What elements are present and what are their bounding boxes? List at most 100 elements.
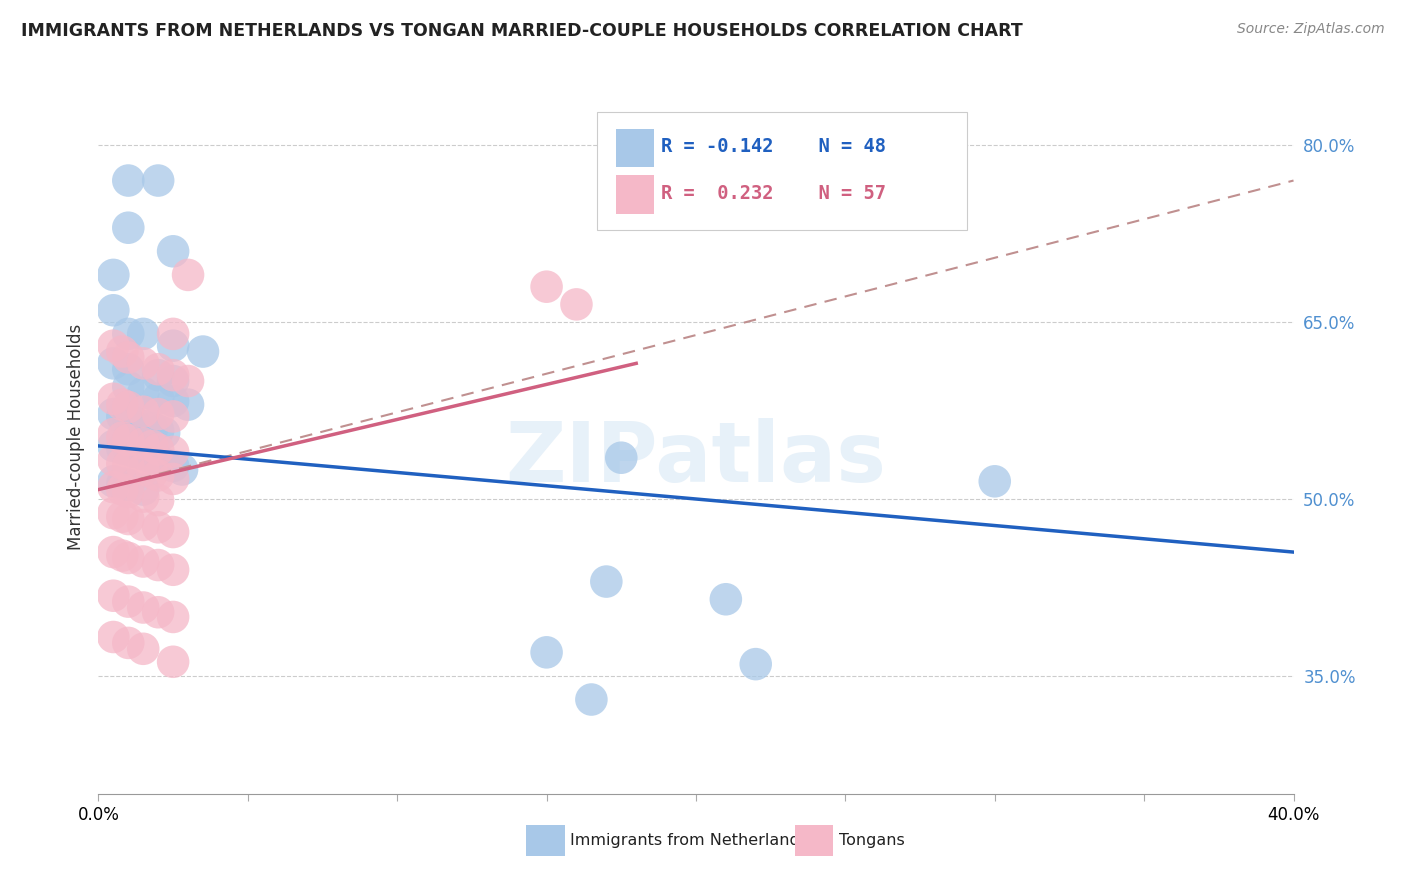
Text: R =  0.232    N = 57: R = 0.232 N = 57: [661, 184, 886, 202]
Point: [103, 630, 125, 644]
Point: [111, 476, 134, 491]
Point: [117, 636, 139, 650]
Point: [148, 453, 170, 467]
Point: [148, 368, 170, 383]
Point: [162, 244, 184, 259]
Text: R = -0.142    N = 48: R = -0.142 N = 48: [661, 137, 886, 156]
Point: [177, 398, 200, 412]
Point: [148, 605, 170, 619]
Point: [162, 368, 184, 383]
Point: [984, 475, 1007, 489]
Point: [132, 641, 155, 656]
Point: [132, 326, 155, 341]
Point: [148, 493, 170, 508]
Point: [132, 462, 155, 476]
Point: [103, 453, 125, 467]
Point: [103, 303, 125, 318]
Text: Tongans: Tongans: [839, 833, 905, 847]
Point: [132, 483, 155, 497]
Point: [148, 442, 170, 457]
Point: [141, 421, 163, 435]
Point: [162, 339, 184, 353]
Point: [162, 563, 184, 577]
Point: [132, 356, 155, 370]
Point: [103, 439, 125, 453]
Point: [103, 589, 125, 603]
Point: [103, 339, 125, 353]
Point: [117, 484, 139, 499]
Text: IMMIGRANTS FROM NETHERLANDS VS TONGAN MARRIED-COUPLE HOUSEHOLDS CORRELATION CHAR: IMMIGRANTS FROM NETHERLANDS VS TONGAN MA…: [21, 22, 1022, 40]
Point: [162, 458, 184, 473]
Point: [610, 450, 633, 465]
Point: [132, 447, 155, 461]
Point: [148, 468, 170, 483]
Point: [132, 490, 155, 504]
Point: [111, 483, 134, 497]
Point: [132, 518, 155, 533]
Point: [117, 351, 139, 365]
Point: [714, 592, 737, 607]
Point: [117, 442, 139, 457]
Point: [162, 394, 184, 409]
Point: [117, 380, 139, 394]
Point: [117, 326, 139, 341]
Point: [117, 433, 139, 447]
Point: [111, 442, 134, 456]
Point: [148, 407, 170, 421]
Point: [117, 458, 139, 473]
Point: [117, 220, 139, 235]
Point: [191, 344, 214, 359]
Point: [117, 478, 139, 492]
Point: [565, 297, 588, 311]
Point: [162, 655, 184, 669]
Point: [153, 457, 176, 471]
Point: [162, 524, 184, 539]
Text: Source: ZipAtlas.com: Source: ZipAtlas.com: [1237, 22, 1385, 37]
Point: [745, 657, 768, 672]
Point: [117, 413, 139, 427]
Point: [595, 574, 617, 589]
Point: [103, 407, 125, 421]
Point: [162, 326, 184, 341]
Point: [132, 436, 155, 450]
Point: [132, 385, 155, 400]
Point: [162, 472, 184, 486]
Point: [103, 392, 125, 406]
Point: [103, 356, 125, 370]
Point: [117, 400, 139, 414]
Point: [162, 445, 184, 459]
Point: [177, 268, 200, 282]
Point: [536, 645, 558, 659]
Point: [132, 555, 155, 569]
Point: [132, 405, 155, 419]
FancyBboxPatch shape: [616, 175, 654, 214]
Point: [111, 549, 134, 563]
FancyBboxPatch shape: [616, 128, 654, 168]
Point: [111, 431, 134, 445]
Point: [148, 558, 170, 572]
Point: [172, 462, 194, 476]
Point: [153, 425, 176, 440]
FancyBboxPatch shape: [596, 112, 967, 230]
Point: [177, 374, 200, 388]
Point: [162, 409, 184, 424]
Point: [124, 415, 146, 429]
Point: [117, 362, 139, 376]
Point: [103, 427, 125, 442]
Point: [117, 512, 139, 526]
Point: [162, 374, 184, 388]
FancyBboxPatch shape: [796, 824, 834, 856]
Point: [117, 173, 139, 187]
Point: [148, 362, 170, 376]
Point: [117, 594, 139, 608]
Point: [103, 475, 125, 489]
Point: [148, 392, 170, 406]
Point: [103, 268, 125, 282]
Text: Immigrants from Netherlands: Immigrants from Netherlands: [571, 833, 808, 847]
Point: [148, 520, 170, 534]
Point: [162, 610, 184, 624]
Point: [132, 418, 155, 433]
Point: [111, 344, 134, 359]
FancyBboxPatch shape: [526, 824, 565, 856]
Y-axis label: Married-couple Households: Married-couple Households: [66, 324, 84, 550]
